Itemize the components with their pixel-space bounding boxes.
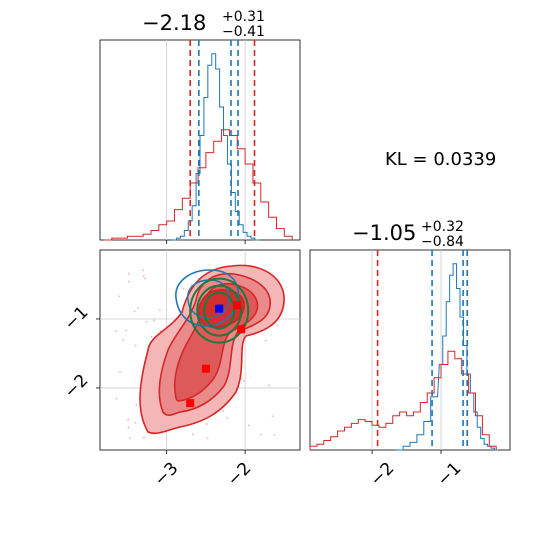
marker-point [233, 301, 242, 310]
sample-point [127, 418, 130, 421]
bottom-right-panel-frame [309, 249, 511, 451]
green-contour [196, 284, 243, 337]
sample-point [260, 433, 262, 436]
sample-point [241, 377, 243, 380]
histogram-series [172, 53, 259, 241]
sample-point [268, 384, 270, 387]
sample-point [158, 309, 161, 312]
sample-point [243, 380, 245, 382]
marker-point [201, 364, 210, 373]
joint-y-tick-label: −2 [61, 371, 93, 403]
sample-point [205, 423, 208, 425]
right-panel-title-lower: −0.84 [421, 234, 464, 250]
sample-point [119, 371, 121, 373]
joint-x-tick-label: −2 [224, 459, 256, 491]
sample-point [137, 307, 140, 309]
sample-point [115, 397, 118, 400]
sample-point [276, 324, 279, 327]
sample-point [182, 287, 185, 290]
histogram-series [396, 263, 498, 451]
top-panel-title: −2.18 [142, 11, 206, 35]
sample-point [142, 269, 144, 272]
joint-x-tick-label: −3 [151, 459, 183, 491]
sample-point [124, 329, 127, 332]
joint-contour-panel [96, 250, 300, 454]
sample-point [134, 344, 137, 347]
top-panel-title-upper: +0.31 [222, 9, 265, 25]
sample-point [247, 424, 250, 427]
top-left-panel-frame [99, 39, 301, 241]
sample-point [192, 433, 194, 436]
kl-annotation: KL = 0.0339 [385, 149, 496, 170]
sample-point [153, 319, 156, 322]
sample-point [144, 277, 146, 280]
sample-point [118, 295, 121, 298]
sample-point [226, 416, 229, 419]
sample-point [127, 426, 130, 429]
sample-point [128, 280, 130, 283]
marginal-x-histogram [103, 40, 293, 244]
joint-y-tick-label: −1 [61, 303, 93, 335]
marginal-y-histogram [309, 250, 498, 454]
marker-point [237, 325, 246, 334]
joint-panel-frame [99, 249, 301, 451]
right-panel-title-upper: +0.32 [421, 219, 464, 235]
sample-point [150, 336, 153, 338]
sample-point [122, 339, 125, 341]
right-x-tick-label: −2 [367, 459, 399, 491]
sample-point [129, 437, 132, 440]
green-contour [203, 291, 236, 330]
sample-point [133, 310, 136, 313]
sample-point [271, 415, 274, 418]
marker-point [186, 399, 195, 408]
sample-point [142, 275, 145, 278]
marker-point [215, 304, 224, 313]
sample-point [135, 403, 138, 406]
sample-point [128, 272, 130, 275]
right-panel-title: −1.05 [352, 221, 416, 245]
sample-point [264, 339, 267, 342]
right-x-tick-label: −1 [434, 459, 466, 491]
sample-point [143, 436, 145, 439]
sample-point [222, 410, 224, 412]
green-contour [189, 277, 250, 344]
sample-point [115, 330, 118, 333]
sample-point [273, 433, 276, 436]
sample-point [145, 320, 148, 323]
histogram-series [309, 350, 497, 450]
sample-point [206, 437, 209, 440]
blue-contour [187, 279, 230, 319]
histogram-series [103, 129, 293, 241]
top-panel-title-lower: −0.41 [222, 24, 265, 40]
sample-point [134, 421, 137, 424]
